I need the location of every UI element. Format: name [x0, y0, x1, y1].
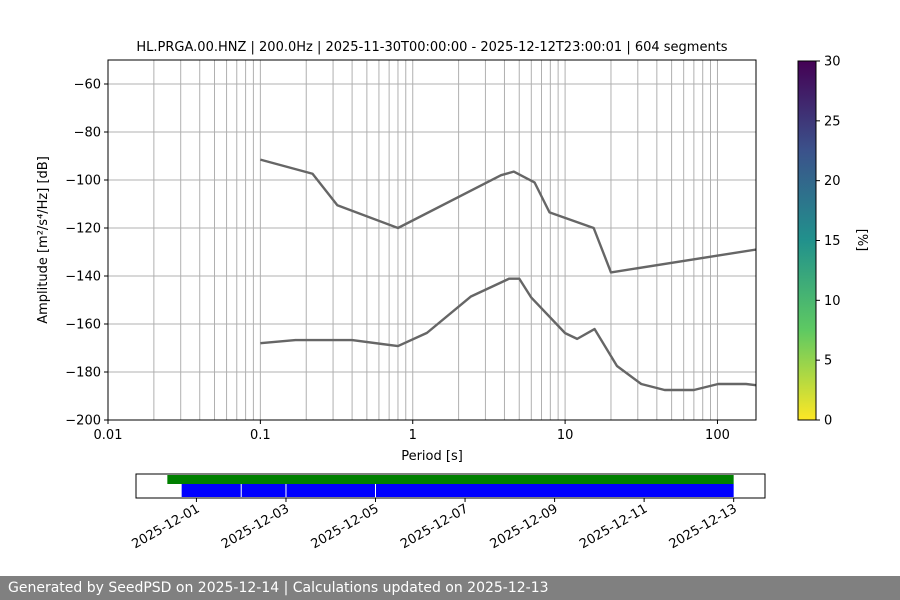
- timeline-chart: 2025-12-01 2025-12-03 2025-12-05 2025-12-07…: [130, 473, 766, 552]
- timeline-bar-segments: [181, 484, 734, 497]
- colorbar-tick-label: 0: [824, 414, 832, 429]
- colorbar-tick-label: 15: [824, 234, 841, 249]
- timeline-bars: [167, 475, 734, 497]
- timeline-bar-coverage: [167, 475, 734, 484]
- timeline-ticks: 2025-12-01 2025-12-03 2025-12-05 2025-12-07…: [130, 498, 740, 552]
- y-tick-label: −160: [65, 318, 101, 333]
- y-axis-label: Amplitude [m²/s⁴/Hz] [dB]: [36, 156, 51, 324]
- y-axis-ticks: −60 −80 −100 −120 −140 −160 −180 −200: [65, 78, 108, 429]
- y-tick-label: −180: [65, 366, 101, 381]
- timeline-tick-label: 2025-12-09: [488, 501, 561, 552]
- timeline-tick-label: 2025-12-07: [398, 501, 471, 552]
- colorbar: 0 5 10 15 20 25 30 [%]: [797, 55, 869, 429]
- colorbar-tick-label: 30: [824, 55, 841, 70]
- noise-models: [260, 158, 756, 392]
- plot-frame: [107, 59, 757, 421]
- timeline-tick-label: 2025-12-01: [130, 501, 203, 552]
- y-tick-label: −140: [65, 270, 101, 285]
- footer-text: Generated by SeedPSD on 2025-12-14 | Cal…: [8, 580, 549, 596]
- colorbar-ticks: 0 5 10 15 20 25 30: [816, 55, 841, 429]
- colorbar-label: [%]: [854, 229, 869, 252]
- timeline-tick-label: 2025-12-11: [577, 501, 650, 552]
- y-tick-label: −200: [65, 414, 101, 429]
- y-tick-label: −120: [65, 222, 101, 237]
- timeline-tick-label: 2025-12-05: [309, 501, 382, 552]
- psd-chart: HL.PRGA.00.HNZ | 200.0Hz | 2025-11-30T00…: [36, 40, 869, 552]
- y-tick-label: −80: [74, 126, 101, 141]
- grid: [108, 60, 756, 420]
- footer-bar: Generated by SeedPSD on 2025-12-14 | Cal…: [0, 576, 900, 600]
- colorbar-gradient: [797, 60, 817, 421]
- x-axis-label: Period [s]: [401, 449, 463, 464]
- y-tick-label: −100: [65, 174, 101, 189]
- timeline-tick-label: 2025-12-13: [667, 501, 740, 552]
- x-tick-label: 10: [557, 428, 574, 443]
- x-tick-label: 0.1: [250, 428, 271, 443]
- colorbar-tick-label: 5: [824, 354, 832, 369]
- plot-area: 0.01 0.1 1 10 100 −60 −80 −100 −120 −140 −160 −180…: [65, 59, 757, 443]
- x-tick-label: 1: [409, 428, 417, 443]
- x-axis-ticks: 0.01 0.1 1 10 100: [94, 420, 730, 443]
- x-tick-label: 100: [705, 428, 730, 443]
- chart-title: HL.PRGA.00.HNZ | 200.0Hz | 2025-11-30T00…: [136, 40, 727, 55]
- y-tick-label: −60: [74, 78, 101, 93]
- colorbar-tick-label: 10: [824, 294, 841, 309]
- colorbar-tick-label: 20: [824, 174, 841, 189]
- x-tick-label: 0.01: [94, 428, 123, 443]
- noise-model-line-nlnm: [260, 277, 756, 392]
- colorbar-tick-label: 25: [824, 114, 841, 129]
- timeline-tick-label: 2025-12-03: [219, 501, 292, 552]
- noise-model-line-nhnm: [260, 158, 756, 274]
